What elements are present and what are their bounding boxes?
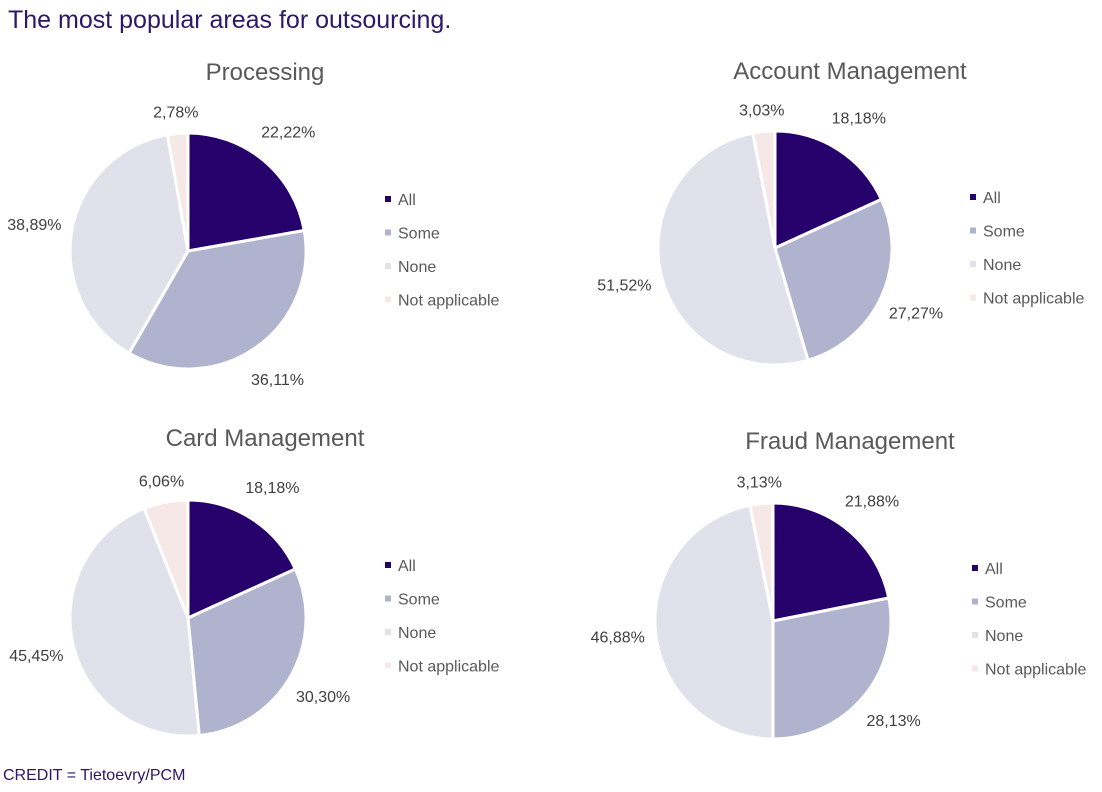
legend-item: None: [983, 257, 1021, 274]
pie-slice-none: [653, 503, 775, 741]
data-label: 38,89%: [7, 217, 61, 234]
pie-chart-fraud-management: Fraud Management 21,88% All 28,13% Some 46,88…: [591, 428, 1087, 741]
chart-title: Card Management: [166, 425, 365, 452]
legend-item: All: [985, 561, 1003, 578]
legend-swatch: [970, 261, 976, 267]
pie-chart-card-management: Card Management 18,18% All 30,30% Some 45,45%…: [9, 425, 500, 738]
chart-title: Processing: [206, 59, 325, 86]
legend-swatch: [970, 294, 976, 301]
legend-item: Some: [398, 226, 440, 243]
legend-item: All: [398, 558, 416, 575]
legend-item: All: [983, 190, 1001, 207]
data-label: 45,45%: [9, 648, 63, 665]
pie-slice-none: [68, 133, 190, 356]
pie-slice-all: [771, 501, 891, 623]
pie-slice-some: [126, 228, 308, 371]
data-label: 18,18%: [832, 111, 886, 128]
legend-item: Not applicable: [983, 291, 1085, 308]
credit-text: CREDIT = Tietoevry/PCM: [3, 767, 186, 784]
pie-chart-processing: Processing 22,22% All 36,11% Some 38,89% None 2…: [7, 59, 499, 389]
legend-swatch: [385, 229, 391, 236]
data-label: 46,88%: [591, 629, 645, 646]
legend-item: Some: [983, 224, 1025, 241]
data-label: 27,27%: [889, 305, 943, 322]
data-label: 6,06%: [139, 474, 184, 491]
legend-swatch: [970, 227, 976, 234]
data-label: 3,13%: [737, 475, 782, 492]
legend-swatch: [385, 595, 391, 602]
data-label: 36,11%: [251, 372, 304, 389]
page-title: The most popular areas for outsourcing.: [8, 6, 452, 34]
pie-slice-all: [773, 129, 884, 251]
data-label: 2,78%: [153, 105, 198, 122]
pie-slice-not-applicable: [165, 131, 190, 252]
data-label: 28,13%: [866, 713, 920, 730]
legend-swatch: [385, 562, 391, 568]
pie-slice-not-applicable: [751, 129, 777, 249]
pie-slice-not-applicable: [142, 498, 190, 619]
data-label: 3,03%: [739, 103, 784, 120]
pie-slice-all: [186, 131, 306, 253]
legend-swatch: [385, 662, 391, 669]
legend-item: None: [985, 628, 1023, 645]
data-label: 22,22%: [261, 124, 315, 141]
legend-swatch: [972, 565, 978, 571]
pie-slice-all: [186, 498, 298, 621]
legend-swatch: [385, 196, 391, 202]
legend-item: Not applicable: [398, 659, 500, 676]
pie-slice-some: [771, 596, 893, 741]
legend-item: Some: [985, 595, 1027, 612]
legend-swatch: [385, 296, 391, 303]
legend-item: Not applicable: [985, 662, 1087, 679]
data-label: 18,18%: [245, 480, 299, 497]
pie-slice-none: [656, 131, 810, 367]
chart-title: Account Management: [733, 58, 967, 85]
data-label: 21,88%: [845, 493, 899, 510]
pie-slice-some: [186, 566, 308, 738]
pie-slice-not-applicable: [748, 501, 775, 622]
legend-item: Not applicable: [398, 293, 500, 310]
legend-swatch: [972, 598, 978, 605]
data-label: 30,30%: [296, 689, 350, 706]
legend-swatch: [972, 665, 978, 672]
chart-title: Fraud Management: [745, 428, 955, 455]
legend-swatch: [385, 629, 391, 635]
legend-item: Some: [398, 592, 440, 609]
legend-item: None: [398, 625, 436, 642]
pie-slice-some: [773, 197, 894, 363]
legend-swatch: [385, 263, 391, 269]
legend-item: None: [398, 259, 436, 276]
data-label: 51,52%: [597, 278, 651, 295]
pie-chart-account-management: Account Management 18,18% All 27,27% Some 51,…: [597, 58, 1085, 367]
legend-swatch: [970, 194, 976, 200]
legend-swatch: [972, 632, 978, 638]
legend-item: All: [398, 192, 416, 209]
